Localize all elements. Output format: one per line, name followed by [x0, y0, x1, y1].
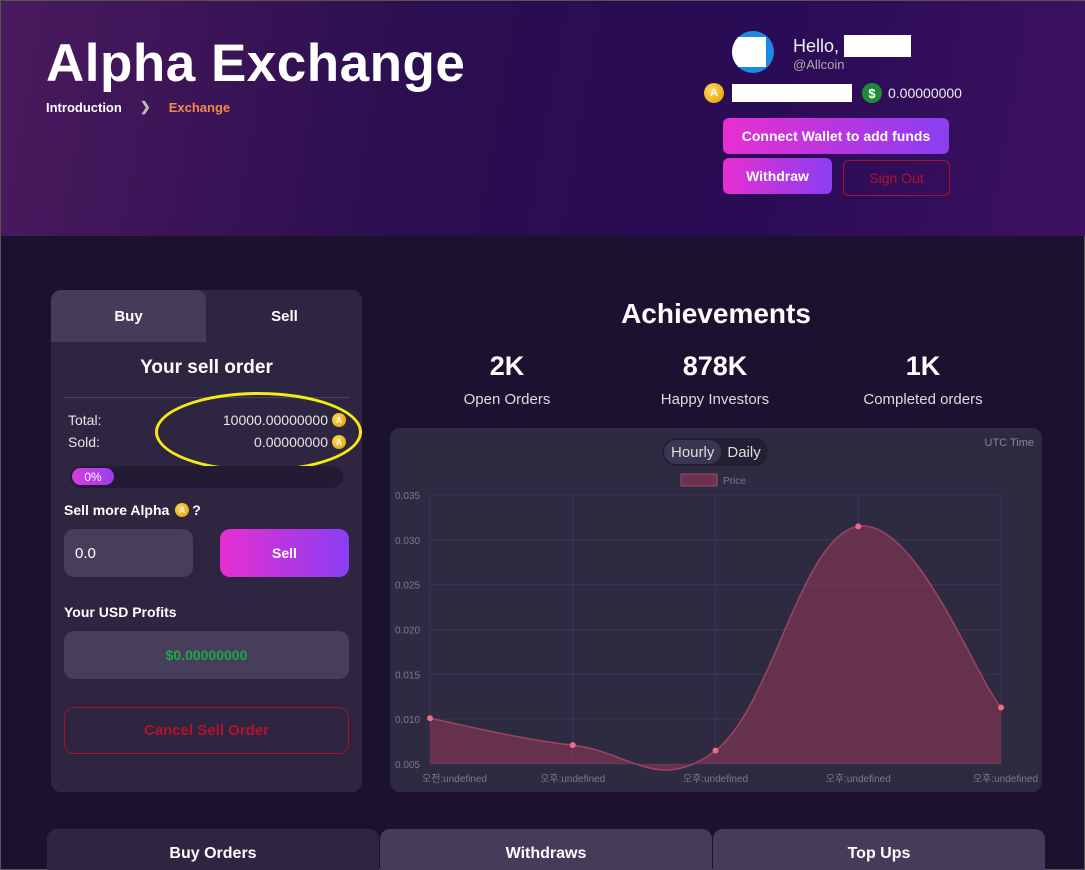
sign-out-button[interactable]: Sign Out — [843, 160, 950, 196]
y-tick-label: 0.020 — [395, 626, 420, 637]
series-area-price — [430, 526, 1001, 771]
page-header: Alpha Exchange Introduction ❯ Exchange H… — [1, 1, 1085, 236]
sell-more-text: Sell more Alpha — [64, 502, 170, 518]
app-title: Alpha Exchange — [46, 34, 466, 93]
price-chart: 0.035 0.030 0.025 0.020 0.015 0.010 0.005오전:un… — [395, 473, 1038, 785]
sold-label: Sold: — [68, 434, 100, 450]
y-tick-label: 0.010 — [395, 715, 420, 726]
breadcrumb: Introduction ❯ Exchange — [46, 99, 230, 115]
data-point — [998, 704, 1004, 711]
profits-label: Your USD Profits — [64, 604, 177, 620]
legend-label-price: Price — [723, 476, 746, 487]
stat-label: Open Orders — [463, 391, 551, 408]
alpha-coin-icon: A — [704, 83, 724, 103]
legend-swatch-price — [680, 473, 718, 487]
x-tick-label: 오후:undefined — [683, 773, 748, 785]
redacted-username — [844, 35, 912, 57]
data-point — [569, 742, 576, 749]
sell-more-suffix: ? — [192, 502, 201, 518]
y-tick-label: 0.035 — [395, 491, 420, 502]
stat-happy-investors: 878K Happy Investors — [605, 351, 825, 408]
avatar — [732, 31, 774, 73]
sell-amount-input[interactable] — [64, 529, 193, 577]
x-tick-label: 오후:undefined — [826, 773, 891, 785]
highlight-circle-annotation — [155, 392, 362, 472]
progress-fill: 0% — [72, 468, 114, 485]
toggle-daily[interactable]: Daily — [727, 443, 761, 461]
greeting: Hello, — [793, 35, 912, 57]
balances: A $ 0.00000000 — [704, 83, 962, 103]
series-line-price — [429, 525, 1002, 771]
toggle-hourly[interactable]: Hourly — [664, 440, 722, 464]
breadcrumb-introduction[interactable]: Introduction — [46, 99, 122, 115]
stat-value: 878K — [682, 351, 748, 381]
x-tick-label: 오후:undefined — [540, 773, 605, 785]
stat-label: Happy Investors — [660, 391, 770, 408]
total-label: Total: — [68, 412, 102, 428]
cancel-sell-order-button[interactable]: Cancel Sell Order — [64, 707, 349, 754]
y-tick-label: 0.025 — [395, 581, 420, 592]
redacted-alpha-balance — [732, 84, 852, 102]
sold-progress-bar: 0% — [70, 466, 343, 488]
dollar-icon: $ — [862, 83, 882, 103]
chevron-right-icon: ❯ — [139, 99, 151, 114]
stat-open-orders: 2K Open Orders — [397, 351, 617, 408]
stat-label: Completed orders — [863, 391, 983, 408]
order-title: Your sell order — [140, 357, 273, 378]
data-point — [427, 715, 433, 722]
usd-balance: 0.00000000 — [888, 85, 962, 101]
x-tick-label: 오전:undefined — [422, 773, 487, 785]
breadcrumb-exchange: Exchange — [168, 99, 231, 115]
order-panel: Buy Sell Your sell order Total: 10000.00… — [51, 290, 362, 792]
tab-buy[interactable]: Buy — [51, 290, 206, 342]
connect-wallet-button[interactable]: Connect Wallet to add funds — [723, 118, 949, 154]
data-point — [855, 523, 862, 530]
tab-withdraws[interactable]: Withdraws — [380, 829, 712, 870]
price-chart-card: 0.035 0.030 0.025 0.020 0.015 0.010 0.005 오전:un… — [390, 428, 1042, 792]
achievements-title: Achievements — [621, 298, 811, 329]
stat-completed-orders: 1K Completed orders — [813, 351, 1033, 408]
tab-sell[interactable]: Sell — [207, 290, 362, 342]
greeting-text: Hello, — [793, 35, 840, 56]
tab-buy-orders[interactable]: Buy Orders — [47, 829, 379, 870]
tab-top-ups[interactable]: Top Ups — [713, 829, 1045, 870]
withdraw-button[interactable]: Withdraw — [723, 158, 832, 194]
x-tick-label: 오후:undefined — [973, 773, 1038, 785]
sell-more-label: Sell more Alpha A ? — [64, 502, 201, 518]
sell-button[interactable]: Sell — [220, 529, 349, 577]
profits-value: $0.00000000 — [64, 631, 349, 679]
y-tick-label: 0.015 — [395, 670, 420, 681]
y-tick-label: 0.030 — [395, 536, 420, 547]
alpha-coin-icon: A — [175, 503, 190, 517]
stat-value: 1K — [905, 351, 941, 381]
stat-value: 2K — [489, 351, 525, 381]
user-handle: @Allcoin — [793, 57, 845, 72]
sell-order-body: Your sell order Total: 10000.00000000 A … — [51, 342, 362, 792]
interval-toggle: Hourly Daily — [662, 438, 768, 466]
y-tick-label: 0.005 — [395, 760, 420, 771]
data-point — [712, 747, 719, 754]
utc-time-label: UTC Time — [984, 437, 1035, 449]
